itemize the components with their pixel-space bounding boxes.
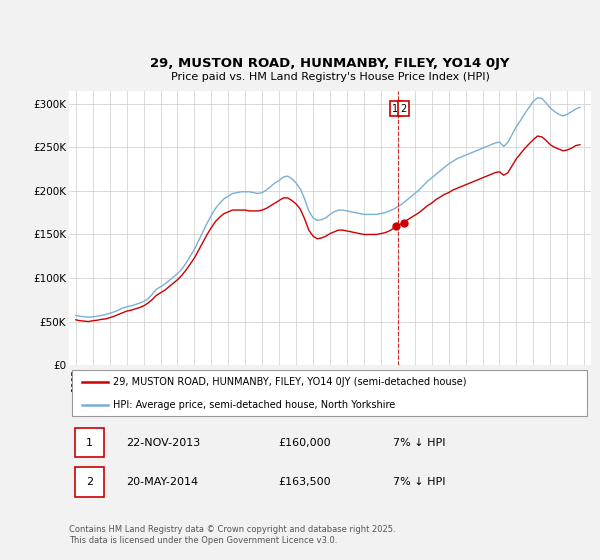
Text: £160,000: £160,000	[278, 438, 331, 447]
Text: 2: 2	[401, 104, 407, 114]
Text: Price paid vs. HM Land Registry's House Price Index (HPI): Price paid vs. HM Land Registry's House …	[170, 72, 490, 82]
Text: 22-NOV-2013: 22-NOV-2013	[127, 438, 200, 447]
Text: 29, MUSTON ROAD, HUNMANBY, FILEY, YO14 0JY (semi-detached house): 29, MUSTON ROAD, HUNMANBY, FILEY, YO14 0…	[113, 376, 467, 386]
Text: 29, MUSTON ROAD, HUNMANBY, FILEY, YO14 0JY: 29, MUSTON ROAD, HUNMANBY, FILEY, YO14 0…	[150, 57, 510, 71]
FancyBboxPatch shape	[75, 467, 104, 497]
FancyBboxPatch shape	[71, 370, 587, 416]
Text: 7% ↓ HPI: 7% ↓ HPI	[392, 477, 445, 487]
Text: HPI: Average price, semi-detached house, North Yorkshire: HPI: Average price, semi-detached house,…	[113, 400, 395, 410]
Text: 20-MAY-2014: 20-MAY-2014	[127, 477, 199, 487]
Text: Contains HM Land Registry data © Crown copyright and database right 2025.
This d: Contains HM Land Registry data © Crown c…	[69, 525, 395, 545]
Text: 1: 1	[392, 104, 398, 114]
FancyBboxPatch shape	[75, 428, 104, 458]
Text: £163,500: £163,500	[278, 477, 331, 487]
Text: 7% ↓ HPI: 7% ↓ HPI	[392, 438, 445, 447]
Text: 2: 2	[86, 477, 93, 487]
Text: 1: 1	[86, 438, 93, 447]
